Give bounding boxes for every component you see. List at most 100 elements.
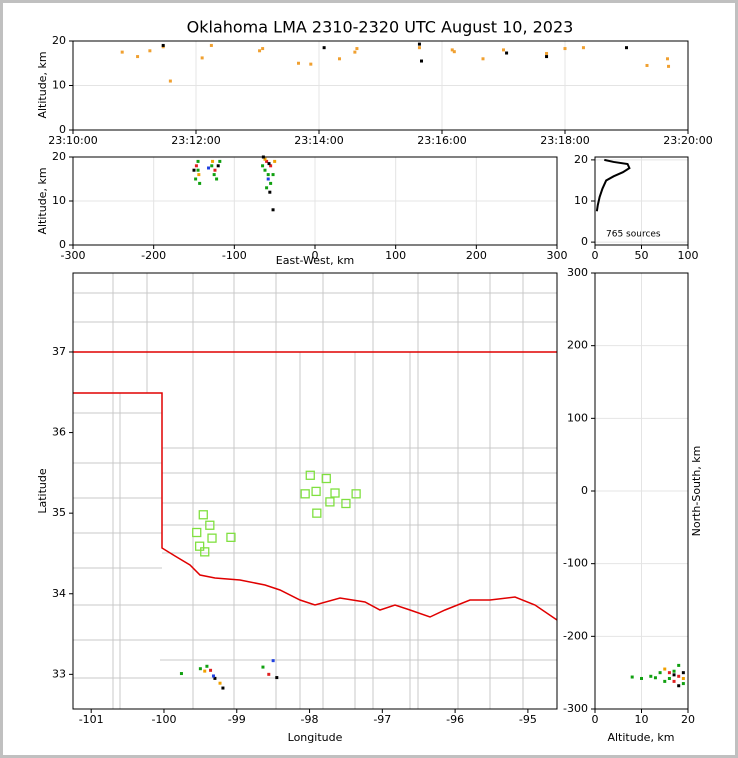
x-tick-label: 0: [592, 713, 599, 726]
source: [211, 674, 215, 678]
source: [221, 686, 225, 690]
source: [450, 48, 454, 52]
y-tick-label: 100: [567, 411, 588, 424]
source: [168, 79, 172, 83]
source: [640, 676, 643, 680]
source: [452, 50, 456, 54]
source: [192, 168, 196, 172]
y-axis-label: Altitude, km: [36, 167, 49, 234]
x-tick-label: -100: [222, 249, 247, 262]
x-tick-label: -100: [151, 713, 176, 726]
x-tick-label: 23:14:00: [294, 134, 343, 147]
station: [205, 520, 215, 530]
chart-title: Oklahoma LMA 2310-2320 UTC August 10, 20…: [187, 18, 574, 37]
source: [653, 676, 657, 680]
source: [322, 46, 326, 50]
station: [341, 498, 351, 509]
source: [148, 49, 152, 53]
source: [267, 162, 271, 166]
x-tick-label: 10: [635, 713, 649, 726]
source: [667, 671, 671, 675]
plot-frame: [594, 272, 689, 710]
source: [209, 43, 213, 47]
source: [663, 679, 667, 683]
station: [200, 547, 210, 557]
source: [658, 671, 662, 675]
source: [271, 659, 275, 663]
source: [353, 50, 357, 54]
x-tick-label: 100: [385, 249, 406, 262]
source: [355, 47, 359, 51]
source: [667, 64, 671, 68]
y-tick-label: 36: [52, 426, 66, 439]
source: [275, 676, 279, 680]
source: [481, 57, 485, 61]
y-tick-label: 0: [581, 484, 588, 497]
source: [258, 49, 262, 53]
source: [269, 181, 273, 185]
y-tick-label: 35: [52, 506, 66, 519]
x-tick-label: 23:16:00: [417, 134, 466, 147]
source: [505, 51, 509, 55]
source: [677, 663, 681, 667]
source: [207, 166, 211, 170]
y-tick-label: -200: [563, 629, 588, 642]
source: [681, 671, 685, 675]
y-tick-label: 200: [567, 339, 588, 352]
source: [420, 59, 423, 63]
station: [312, 508, 322, 518]
plot-frame: [72, 272, 558, 710]
station: [321, 473, 331, 484]
source: [663, 667, 667, 671]
source: [203, 669, 207, 673]
source: [261, 47, 265, 51]
source: [197, 173, 201, 177]
x-tick-label: 20: [681, 713, 695, 726]
source: [645, 63, 649, 67]
source: [417, 46, 421, 50]
source: [630, 675, 634, 679]
source: [218, 159, 222, 163]
source: [196, 159, 200, 163]
y-tick-label: 10: [52, 194, 66, 207]
x-tick-label: -96: [446, 713, 464, 726]
source: [216, 164, 220, 168]
y-tick-label: 37: [52, 345, 66, 358]
y-tick-label: 0: [581, 235, 588, 248]
y-axis-label: North-South, km: [690, 446, 703, 537]
y-tick-label: 10: [574, 194, 588, 207]
x-tick-label: 23:12:00: [171, 134, 220, 147]
x-tick-label: 23:10:00: [48, 134, 97, 147]
source: [210, 164, 214, 168]
x-tick-label: -99: [228, 713, 246, 726]
y-tick-label: 300: [567, 266, 588, 279]
station: [226, 532, 236, 542]
source: [266, 173, 270, 177]
y-tick-label: 0: [59, 238, 66, 251]
source: [265, 159, 269, 163]
y-tick-label: 20: [574, 153, 588, 166]
source: [261, 155, 265, 159]
source: [672, 673, 676, 677]
source: [672, 669, 676, 673]
x-axis-label: Altitude, km: [607, 731, 674, 744]
source: [266, 177, 270, 181]
source: [581, 46, 585, 50]
source: [136, 55, 140, 59]
annotation: 765 sources: [606, 230, 661, 240]
source: [215, 177, 219, 181]
station: [207, 533, 217, 543]
source: [194, 164, 198, 168]
source: [309, 62, 313, 66]
state-border: [73, 351, 558, 621]
y-axis-label: Altitude, km: [36, 51, 49, 118]
source: [681, 682, 685, 686]
source: [625, 46, 628, 50]
station: [351, 489, 361, 499]
station: [194, 541, 205, 551]
x-tick-label: 200: [466, 249, 487, 262]
plot-frame: [594, 156, 689, 246]
x-tick-label: -300: [61, 249, 86, 262]
source: [194, 177, 198, 181]
